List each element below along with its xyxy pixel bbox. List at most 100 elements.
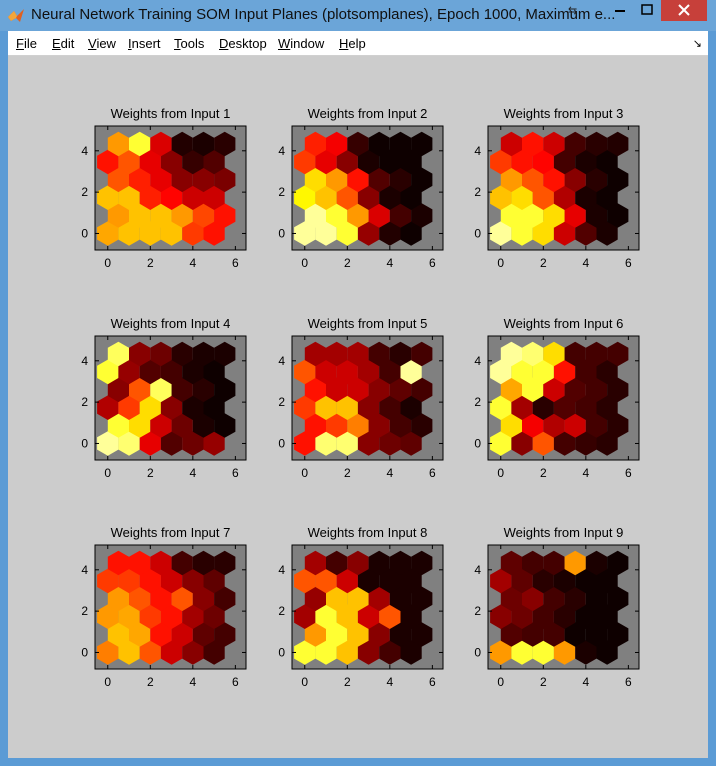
som-neuron-hex: [585, 622, 608, 647]
som-neuron-hex: [150, 203, 172, 228]
som-neuron-hex: [543, 413, 565, 438]
som-neuron-hex: [389, 341, 412, 367]
som-neuron-hex: [543, 167, 565, 193]
som-neuron-hex: [347, 377, 369, 403]
title-bar[interactable]: Neural Network Training SOM Input Planes…: [0, 0, 716, 31]
som-neuron-hex: [357, 185, 380, 210]
som-neuron-hex: [192, 203, 215, 228]
som-neuron-hex: [596, 604, 618, 629]
menu-file[interactable]: File: [16, 36, 37, 51]
menu-desktop[interactable]: Desktop: [219, 36, 267, 51]
minimize-icon: [615, 10, 625, 12]
x-tick-label: 4: [582, 466, 589, 480]
som-neuron-hex: [490, 568, 512, 594]
som-neuron-hex: [522, 622, 544, 647]
som-neuron-hex: [97, 431, 119, 456]
som-neuron-hex: [347, 586, 369, 612]
y-tick-label: 0: [474, 436, 481, 450]
som-neuron-hex: [411, 167, 433, 193]
som-neuron-hex: [150, 586, 172, 612]
som-neuron-hex: [357, 431, 380, 456]
arrows-icon: ⇆: [568, 5, 578, 17]
menu-view[interactable]: View: [88, 36, 116, 51]
x-tick-label: 0: [301, 675, 308, 689]
som-neuron-hex: [171, 586, 193, 612]
som-neuron-hex: [118, 568, 140, 594]
som-neuron-hex: [543, 377, 565, 403]
som-neuron-hex: [575, 149, 597, 175]
som-neuron-hex: [107, 377, 129, 403]
som-neuron-hex: [160, 431, 183, 456]
som-neuron-hex: [575, 221, 597, 246]
som-neuron-hex: [607, 622, 629, 647]
som-neuron-hex: [129, 413, 151, 438]
som-neuron-hex: [379, 568, 401, 594]
som-neuron-hex: [182, 568, 204, 594]
som-neuron-hex: [607, 167, 629, 193]
som-plane-plot: Weights from Input 3 0 2 4 6 0 2 4: [474, 106, 640, 270]
som-neuron-hex: [294, 568, 316, 594]
som-neuron-hex: [171, 341, 193, 367]
som-neuron-hex: [553, 185, 576, 210]
som-neuron-hex: [192, 341, 215, 367]
som-neuron-hex: [139, 431, 161, 456]
som-neuron-hex: [596, 640, 618, 665]
som-neuron-hex: [379, 359, 401, 385]
som-neuron-hex: [400, 568, 422, 594]
som-neuron-hex: [107, 203, 129, 228]
y-tick-label: 2: [81, 185, 88, 199]
som-neuron-hex: [160, 359, 183, 385]
y-tick-label: 2: [278, 395, 285, 409]
menu-insert[interactable]: Insert: [128, 36, 161, 51]
som-neuron-hex: [411, 131, 433, 157]
plot-title: Weights from Input 5: [308, 316, 428, 331]
som-neuron-hex: [107, 550, 129, 576]
x-tick-label: 4: [189, 675, 196, 689]
close-button[interactable]: [661, 0, 707, 21]
x-tick-label: 0: [497, 675, 504, 689]
som-neuron-hex: [203, 568, 225, 594]
som-neuron-hex: [129, 341, 151, 367]
som-neuron-hex: [607, 377, 629, 403]
menu-edit[interactable]: Edit: [52, 36, 75, 51]
som-neuron-hex: [400, 395, 422, 420]
som-plane-plot: Weights from Input 4 0 2 4 6 0 2 4: [81, 316, 247, 480]
y-tick-label: 4: [278, 563, 285, 577]
menu-window[interactable]: Window: [278, 36, 325, 51]
dock-figure-icon[interactable]: ↘: [692, 38, 702, 50]
plot-title: Weights from Input 4: [111, 316, 231, 331]
x-tick-label: 6: [625, 675, 632, 689]
som-neuron-hex: [118, 640, 140, 665]
som-neuron-hex: [326, 413, 348, 438]
x-tick-label: 0: [301, 466, 308, 480]
som-neuron-hex: [575, 604, 597, 629]
som-neuron-hex: [171, 167, 193, 193]
maximize-button[interactable]: [634, 0, 661, 21]
som-neuron-hex: [304, 131, 326, 157]
som-neuron-hex: [411, 622, 433, 647]
som-neuron-hex: [379, 604, 401, 629]
menu-tools[interactable]: Tools: [174, 36, 205, 51]
som-neuron-hex: [347, 550, 369, 576]
som-neuron-hex: [150, 622, 172, 647]
som-neuron-hex: [411, 586, 433, 612]
som-neuron-hex: [564, 167, 586, 193]
som-neuron-hex: [585, 131, 608, 157]
som-neuron-hex: [326, 131, 348, 157]
som-neuron-hex: [543, 131, 565, 157]
som-neuron-hex: [411, 550, 433, 576]
som-neuron-hex: [532, 359, 554, 385]
som-neuron-hex: [379, 221, 401, 246]
y-tick-label: 4: [278, 144, 285, 158]
som-neuron-hex: [203, 185, 225, 210]
som-neuron-hex: [596, 568, 618, 594]
som-neuron-hex: [575, 568, 597, 594]
som-neuron-hex: [304, 413, 326, 438]
som-neuron-hex: [182, 149, 204, 175]
som-neuron-hex: [294, 359, 316, 385]
som-neuron-hex: [400, 431, 422, 456]
menu-help[interactable]: Help: [339, 36, 366, 51]
minimize-button[interactable]: [606, 0, 634, 21]
som-neuron-hex: [543, 550, 565, 576]
som-neuron-hex: [160, 185, 183, 210]
